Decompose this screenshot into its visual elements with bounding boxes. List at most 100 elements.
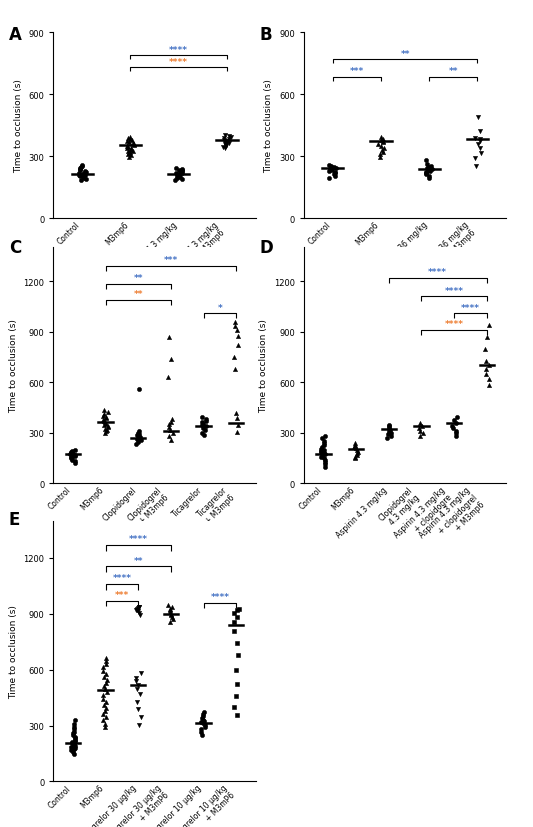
Point [102,651,110,664]
Point [67,447,76,460]
Point [220,134,229,147]
Point [232,407,241,420]
Point [133,605,142,618]
Point [376,140,385,153]
Point [230,700,238,714]
Point [169,613,177,626]
Point [101,654,110,667]
Text: ***: *** [115,590,129,600]
Point [321,448,330,461]
Point [80,165,89,179]
Point [74,167,83,180]
Point [231,363,239,376]
Point [69,740,77,753]
Point [126,144,135,157]
Point [136,710,145,724]
Point [325,165,334,179]
Point [99,410,108,423]
Point [172,167,181,181]
Point [423,158,431,171]
Point [233,610,241,624]
Text: E: E [9,510,20,528]
Point [424,165,432,178]
Point [71,714,79,727]
Text: **: ** [449,67,458,76]
Point [201,415,210,428]
Point [124,141,132,155]
Point [69,729,77,742]
Point [126,146,134,159]
Point [484,359,493,372]
Point [317,451,326,464]
Point [102,413,110,426]
Point [166,602,174,615]
Point [168,611,176,624]
Point [321,453,329,466]
Point [199,717,208,730]
Point [100,427,109,440]
Point [101,676,110,690]
Point [82,166,90,179]
Point [231,320,240,333]
Point [77,174,85,188]
Point [81,169,90,182]
Point [326,163,334,176]
Point [130,138,139,151]
Point [78,160,87,173]
Point [327,160,336,173]
Point [317,449,326,462]
Point [233,426,241,439]
Point [385,420,393,433]
Point [134,678,142,691]
Point [330,166,339,179]
Point [200,705,208,719]
Point [135,425,143,438]
Point [426,165,434,179]
Point [449,414,458,428]
Point [222,137,230,151]
Point [320,435,328,448]
Point [100,404,109,417]
Point [167,352,175,366]
Y-axis label: Time to occlusion (s): Time to occlusion (s) [14,79,23,173]
Point [232,663,240,676]
Point [331,170,340,184]
Point [325,172,333,185]
Point [175,169,183,182]
Text: B: B [259,26,272,44]
Point [102,710,110,724]
Point [234,339,243,352]
Text: D: D [259,239,273,256]
Point [68,735,76,748]
Point [199,708,207,721]
Point [101,683,109,696]
Point [449,422,458,435]
Point [375,149,384,162]
Point [102,696,110,709]
Point [197,725,205,739]
Point [199,710,207,723]
Point [71,443,79,457]
Point [70,725,79,739]
Point [476,135,484,148]
Point [102,423,111,437]
Point [424,161,433,174]
Point [415,417,424,430]
Point [320,452,328,465]
Point [201,720,209,734]
Point [132,604,141,617]
Point [173,172,181,185]
Point [473,112,482,125]
Point [447,419,456,433]
Text: **: ** [400,50,410,59]
Point [175,168,183,181]
Point [69,447,77,461]
Point [481,368,490,381]
Point [79,168,87,181]
Point [99,680,108,693]
Point [167,416,176,429]
Point [320,447,328,461]
Point [68,447,77,461]
Point [165,430,173,443]
Text: **: ** [133,556,143,565]
